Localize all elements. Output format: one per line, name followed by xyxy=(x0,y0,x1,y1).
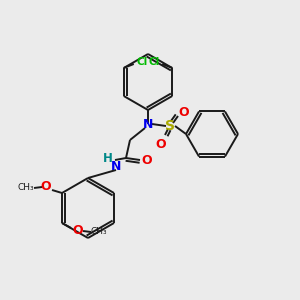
Text: Cl: Cl xyxy=(148,57,160,67)
Text: N: N xyxy=(143,118,153,130)
Text: O: O xyxy=(179,106,189,118)
Text: N: N xyxy=(111,160,121,172)
Text: H: H xyxy=(103,152,113,166)
Text: S: S xyxy=(165,119,175,133)
Text: CH₃: CH₃ xyxy=(18,184,34,193)
Text: CH₃: CH₃ xyxy=(91,227,107,236)
Text: Cl: Cl xyxy=(136,57,147,67)
Text: O: O xyxy=(41,179,51,193)
Text: O: O xyxy=(156,137,166,151)
Text: O: O xyxy=(73,224,83,238)
Text: O: O xyxy=(142,154,152,166)
